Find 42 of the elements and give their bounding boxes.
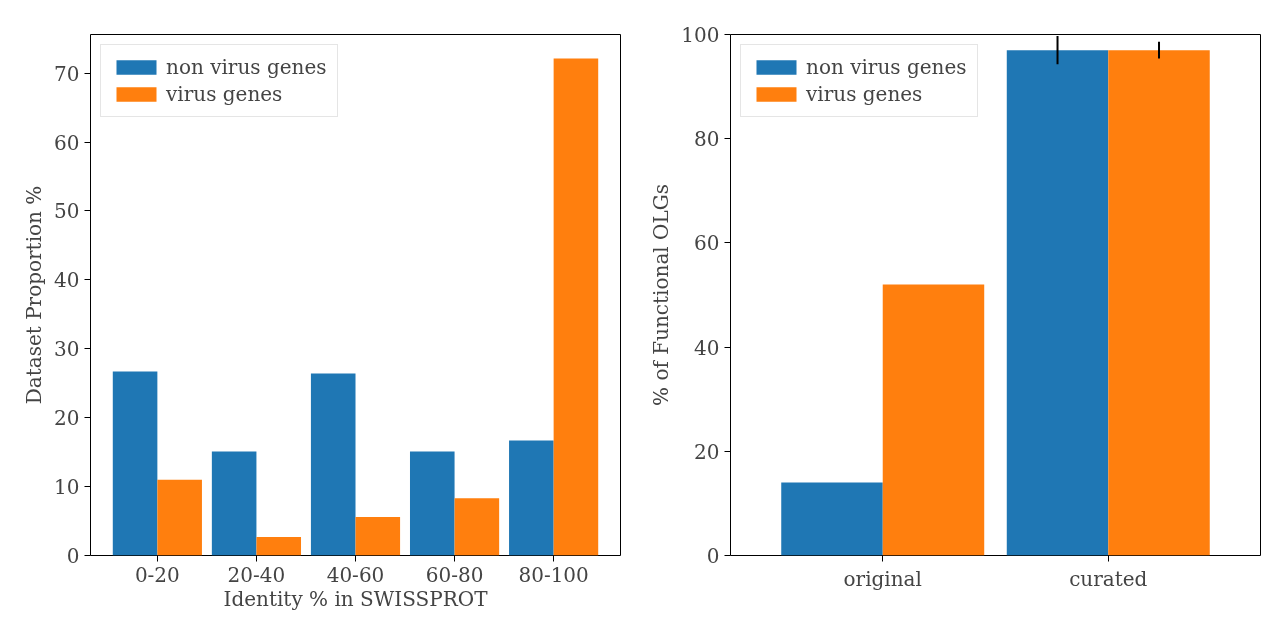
y-tick-label: 100 — [681, 23, 720, 47]
bar — [256, 536, 302, 556]
bar — [355, 516, 401, 556]
x-tick-label: 40-60 — [326, 562, 385, 587]
bar — [157, 479, 202, 556]
bar — [553, 58, 599, 556]
x-tick-label: 80-100 — [518, 562, 589, 587]
y-tick-label: 50 — [54, 199, 80, 224]
y-axis-title: Dataset Proportion % — [22, 185, 47, 405]
y-tick-label: 40 — [54, 268, 80, 293]
y-tick-label: 20 — [54, 406, 80, 431]
bar — [454, 498, 500, 556]
bar — [882, 284, 985, 556]
y-tick-label: 30 — [54, 337, 80, 362]
y-tick-label: 60 — [54, 130, 80, 155]
legend-label: virus genes — [166, 82, 283, 106]
x-tick-label: 0-20 — [134, 562, 180, 587]
x-tick-label: original — [843, 566, 922, 591]
y-axis-title: % of Functional OLGs — [649, 184, 674, 406]
y-tick-label: 70 — [54, 61, 80, 86]
x-tick-label: 60-80 — [425, 562, 484, 587]
legend-label: virus genes — [806, 82, 923, 106]
y-tick-label: 0 — [66, 544, 80, 568]
x-tick-label: curated — [1069, 566, 1148, 591]
bar — [409, 451, 455, 556]
bar — [1006, 50, 1109, 556]
x-axis-title: Identity % in SWISSPROT — [223, 586, 489, 611]
legend-label: non virus genes — [166, 55, 327, 79]
bar — [310, 373, 356, 556]
bar — [1108, 50, 1210, 556]
bar — [781, 482, 883, 556]
y-tick-label: 20 — [694, 439, 720, 464]
y-tick-label: 60 — [694, 231, 720, 256]
bar — [211, 451, 257, 556]
y-tick-label: 40 — [694, 335, 720, 360]
y-tick-label: 10 — [54, 475, 80, 500]
y-tick-label: 80 — [694, 127, 720, 152]
bar — [112, 371, 158, 556]
bar — [509, 440, 554, 556]
legend-label: non virus genes — [806, 55, 967, 79]
y-tick-label: 0 — [706, 544, 720, 568]
x-tick-label: 20-40 — [227, 562, 286, 587]
